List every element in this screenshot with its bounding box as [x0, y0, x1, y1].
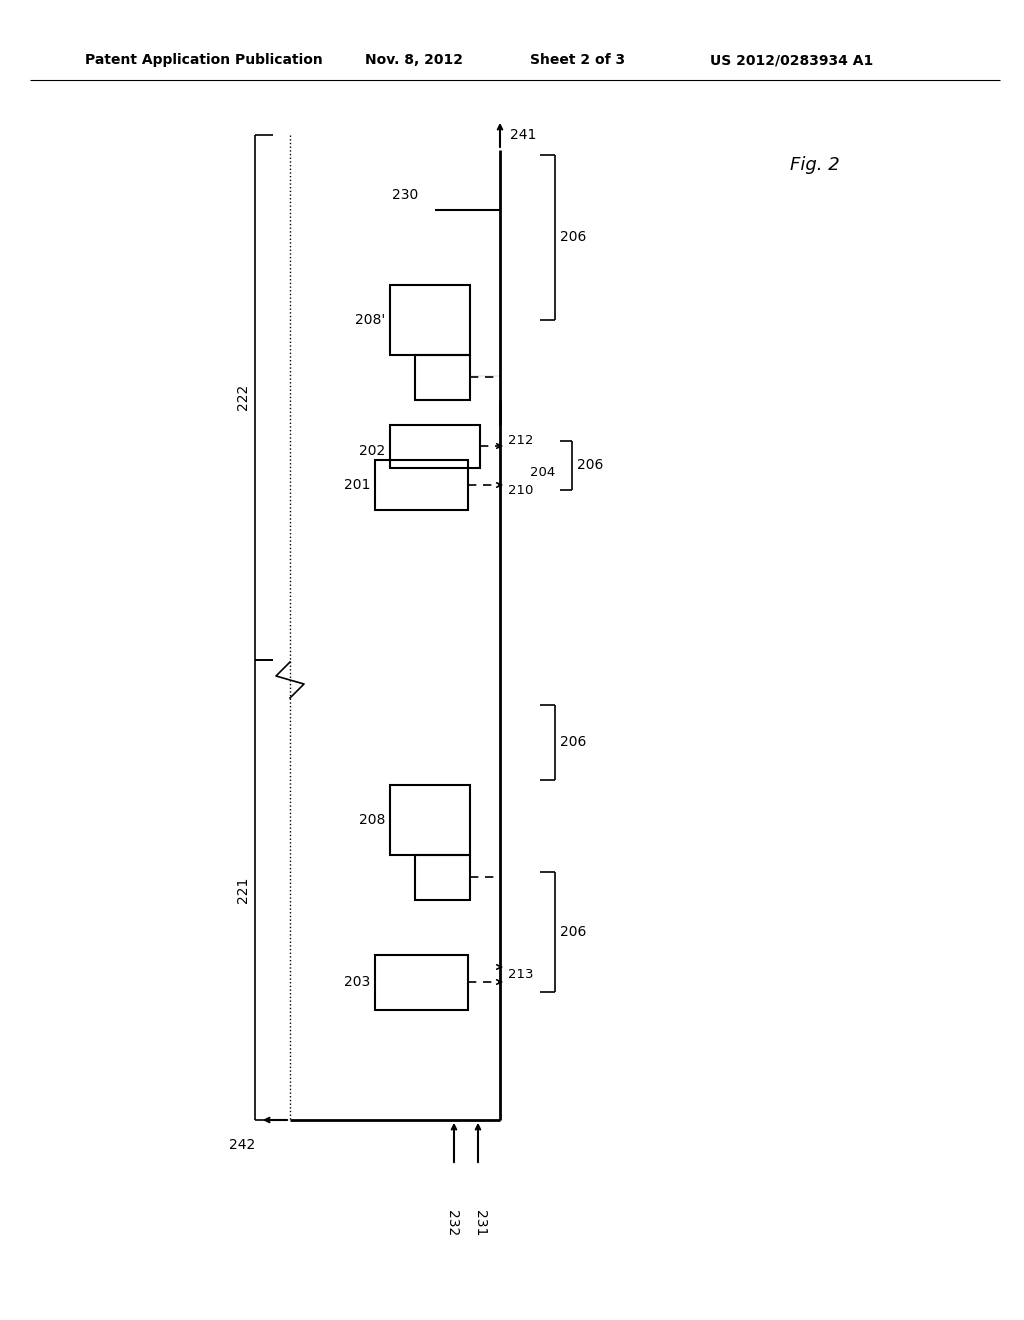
Text: 212: 212: [508, 434, 534, 447]
Bar: [415, 355, 470, 400]
Text: US 2012/0283934 A1: US 2012/0283934 A1: [710, 53, 873, 67]
Text: 208: 208: [358, 813, 385, 828]
Text: 206: 206: [560, 735, 587, 748]
Text: Patent Application Publication: Patent Application Publication: [85, 53, 323, 67]
Text: 230: 230: [392, 187, 418, 202]
Bar: [390, 285, 470, 355]
Text: 232: 232: [445, 1210, 459, 1237]
Text: Sheet 2 of 3: Sheet 2 of 3: [530, 53, 625, 67]
Text: 242: 242: [228, 1138, 255, 1152]
Text: 210: 210: [508, 483, 534, 496]
Text: 221: 221: [236, 876, 250, 903]
Text: 206: 206: [560, 230, 587, 244]
Bar: [415, 855, 470, 900]
Bar: [375, 954, 468, 1010]
Text: Nov. 8, 2012: Nov. 8, 2012: [365, 53, 463, 67]
Text: 213: 213: [508, 968, 534, 981]
Text: 206: 206: [560, 925, 587, 939]
Text: 222: 222: [236, 384, 250, 411]
Text: 206: 206: [577, 458, 603, 473]
Text: 208': 208': [354, 313, 385, 327]
Text: 231: 231: [473, 1210, 487, 1237]
Text: 202: 202: [358, 444, 385, 458]
Bar: [390, 425, 480, 469]
Bar: [390, 785, 470, 855]
Text: Fig. 2: Fig. 2: [790, 156, 840, 174]
Text: 203: 203: [344, 975, 370, 989]
Bar: [375, 459, 468, 510]
Text: 241: 241: [510, 128, 537, 143]
Text: 201: 201: [344, 478, 370, 492]
Text: 204: 204: [530, 466, 555, 479]
